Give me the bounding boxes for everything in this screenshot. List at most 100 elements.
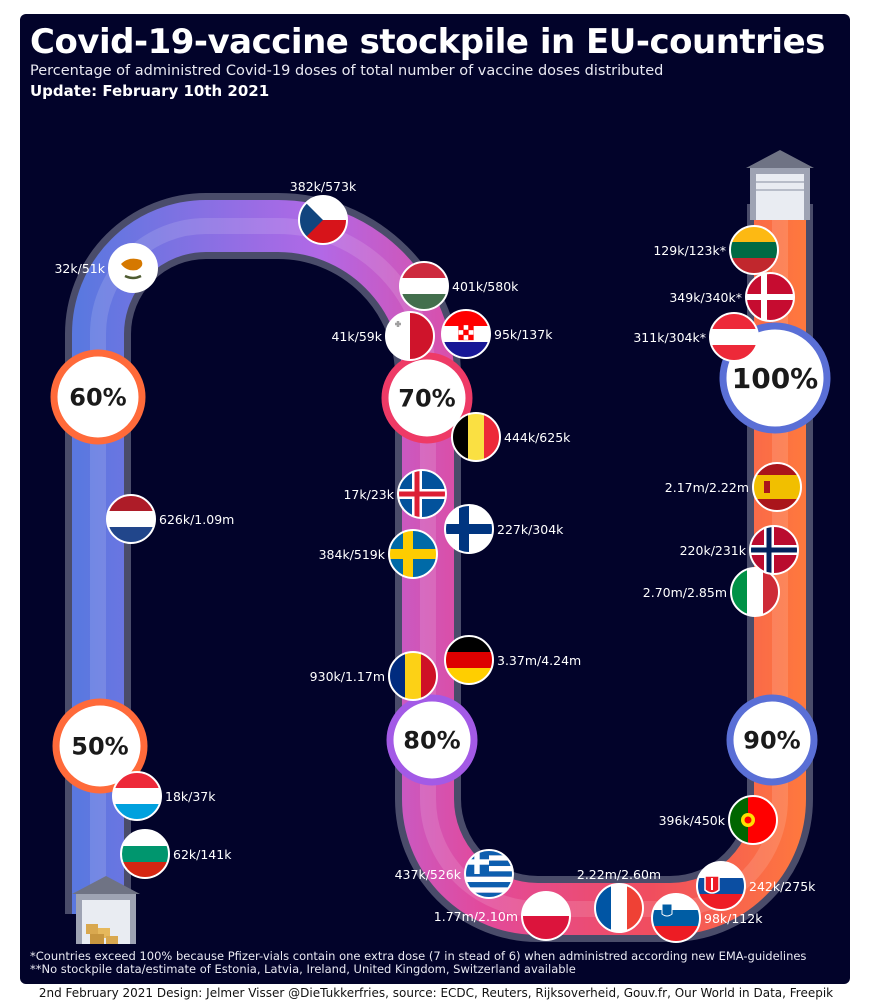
- flag-border: [444, 635, 494, 685]
- france-flag-marker: [594, 883, 644, 933]
- flag-border: [120, 829, 170, 879]
- milestone-label: 60%: [69, 384, 126, 412]
- flag-border: [385, 311, 435, 361]
- belgium-flag-marker: [451, 412, 501, 462]
- value-label-romania: 930k/1.17m: [310, 669, 385, 684]
- flag-border: [696, 861, 746, 911]
- credits-line: 2nd February 2021 Design: Jelmer Visser …: [38, 986, 834, 1000]
- cyprus-flag-marker: [108, 243, 158, 293]
- lithuania-flag-marker: [729, 225, 779, 275]
- milestone-ring: [386, 694, 478, 786]
- value-label-slovenia: 98k/112k: [704, 911, 763, 926]
- netherlands-flag-marker: [106, 494, 156, 544]
- footnote-exceed-100: *Countries exceed 100% because Pfizer-vi…: [30, 949, 807, 963]
- value-label-portugal: 396k/450k: [659, 813, 726, 828]
- germany-flag-marker: [444, 635, 494, 685]
- value-label-belgium: 444k/625k: [504, 430, 571, 445]
- flag-border: [451, 412, 501, 462]
- warehouse-start-icon: [72, 876, 140, 944]
- milestone-ring: [50, 349, 146, 445]
- luxembourg-flag-marker: [112, 771, 162, 821]
- portugal-flag-icon: [729, 796, 777, 844]
- warehouse-end-icon: [746, 150, 814, 220]
- value-label-poland: 1.77m/2.10m: [434, 909, 518, 924]
- footnote-no-data: **No stockpile data/estimate of Estonia,…: [30, 962, 576, 976]
- stockpile-track-chart: 50% 60% 70% 80% 90% 100% 62k/141k 18k/37k 626k/…: [50, 150, 831, 944]
- milestone-label: 90%: [743, 727, 800, 755]
- flag-border: [108, 243, 158, 293]
- milestone-ring: [381, 352, 473, 444]
- value-label-norway: 220k/231k: [680, 543, 747, 558]
- value-label-netherlands: 626k/1.09m: [159, 512, 234, 527]
- value-label-slovakia: 242k/275k: [749, 879, 816, 894]
- value-label-luxembourg: 18k/37k: [165, 789, 216, 804]
- value-label-austria: 311k/304k*: [633, 330, 706, 345]
- slovakia-flag-marker: [696, 861, 746, 911]
- flag-border: [594, 883, 644, 933]
- flag-border: [651, 893, 701, 943]
- chart-panel: Covid-19-vaccine stockpile in EU-countri…: [20, 14, 850, 984]
- denmark-flag-marker: [745, 272, 795, 322]
- finland-flag-marker: [444, 504, 494, 554]
- value-label-czech-republic: 382k/573k: [290, 179, 357, 194]
- spain-flag-marker: [752, 462, 802, 512]
- value-label-france: 2.22m/2.60m: [577, 867, 661, 882]
- value-label-lithuania: 129k/123k*: [653, 243, 726, 258]
- value-label-malta: 41k/59k: [331, 329, 382, 344]
- flag-border: [397, 469, 447, 519]
- update-date: Update: February 10th 2021: [30, 82, 270, 100]
- milestone-label: 50%: [71, 733, 128, 761]
- flag-border: [521, 891, 571, 941]
- greece-flag-icon: [465, 850, 513, 898]
- milestone-label: 70%: [398, 385, 455, 413]
- milestone-ring: [726, 694, 818, 786]
- flag-border: [728, 795, 778, 845]
- milestone-60: 60%: [50, 349, 146, 445]
- value-label-italy: 2.70m/2.85m: [643, 585, 727, 600]
- italy-flag-marker: [730, 567, 780, 617]
- milestone-label: 100%: [732, 362, 819, 395]
- iceland-flag-icon: [398, 470, 446, 518]
- flag-border: [298, 195, 348, 245]
- norway-flag-marker: [749, 525, 799, 575]
- value-label-croatia: 95k/137k: [494, 327, 553, 342]
- portugal-flag-marker: [728, 795, 778, 845]
- poland-flag-marker: [521, 891, 571, 941]
- denmark-flag-icon: [746, 273, 794, 321]
- malta-flag-marker: [385, 311, 435, 361]
- value-label-germany: 3.37m/4.24m: [497, 653, 581, 668]
- value-label-iceland: 17k/23k: [343, 487, 394, 502]
- sweden-flag-icon: [389, 530, 437, 578]
- finland-flag-icon: [445, 505, 493, 553]
- milestone-80: 80%: [386, 694, 478, 786]
- austria-flag-marker: [709, 312, 759, 362]
- flag-border: [399, 261, 449, 311]
- greece-flag-marker: [464, 849, 514, 899]
- flag-border: [745, 272, 795, 322]
- milestone-50: 50%: [52, 698, 148, 794]
- value-label-greece: 437k/526k: [395, 867, 462, 882]
- milestone-ring: [52, 698, 148, 794]
- iceland-flag-marker: [397, 469, 447, 519]
- milestone-label: 80%: [403, 727, 460, 755]
- milestone-70: 70%: [381, 352, 473, 444]
- flag-border: [749, 525, 799, 575]
- slovenia-flag-marker: [651, 893, 701, 943]
- flag-border: [752, 462, 802, 512]
- milestone-90: 90%: [726, 694, 818, 786]
- value-label-spain: 2.17m/2.22m: [665, 480, 749, 495]
- value-label-finland: 227k/304k: [497, 522, 564, 537]
- czech-flag-marker: [298, 195, 348, 245]
- value-label-cyprus: 32k/51k: [54, 261, 105, 276]
- flag-border: [444, 504, 494, 554]
- cyprus-flag-icon: [109, 244, 157, 292]
- value-label-denmark: 349k/340k*: [669, 290, 742, 305]
- flag-border: [106, 494, 156, 544]
- chart-subtitle: Percentage of administred Covid-19 doses…: [30, 63, 664, 79]
- country-value-labels: 62k/141k 18k/37k 626k/1.09m 32k/51k 382k/573…: [54, 179, 816, 926]
- flag-border: [729, 225, 779, 275]
- track-gradient: [72, 200, 806, 935]
- country-flag-markers: [106, 195, 802, 943]
- croatia-flag-marker: [441, 309, 491, 359]
- flag-border: [388, 529, 438, 579]
